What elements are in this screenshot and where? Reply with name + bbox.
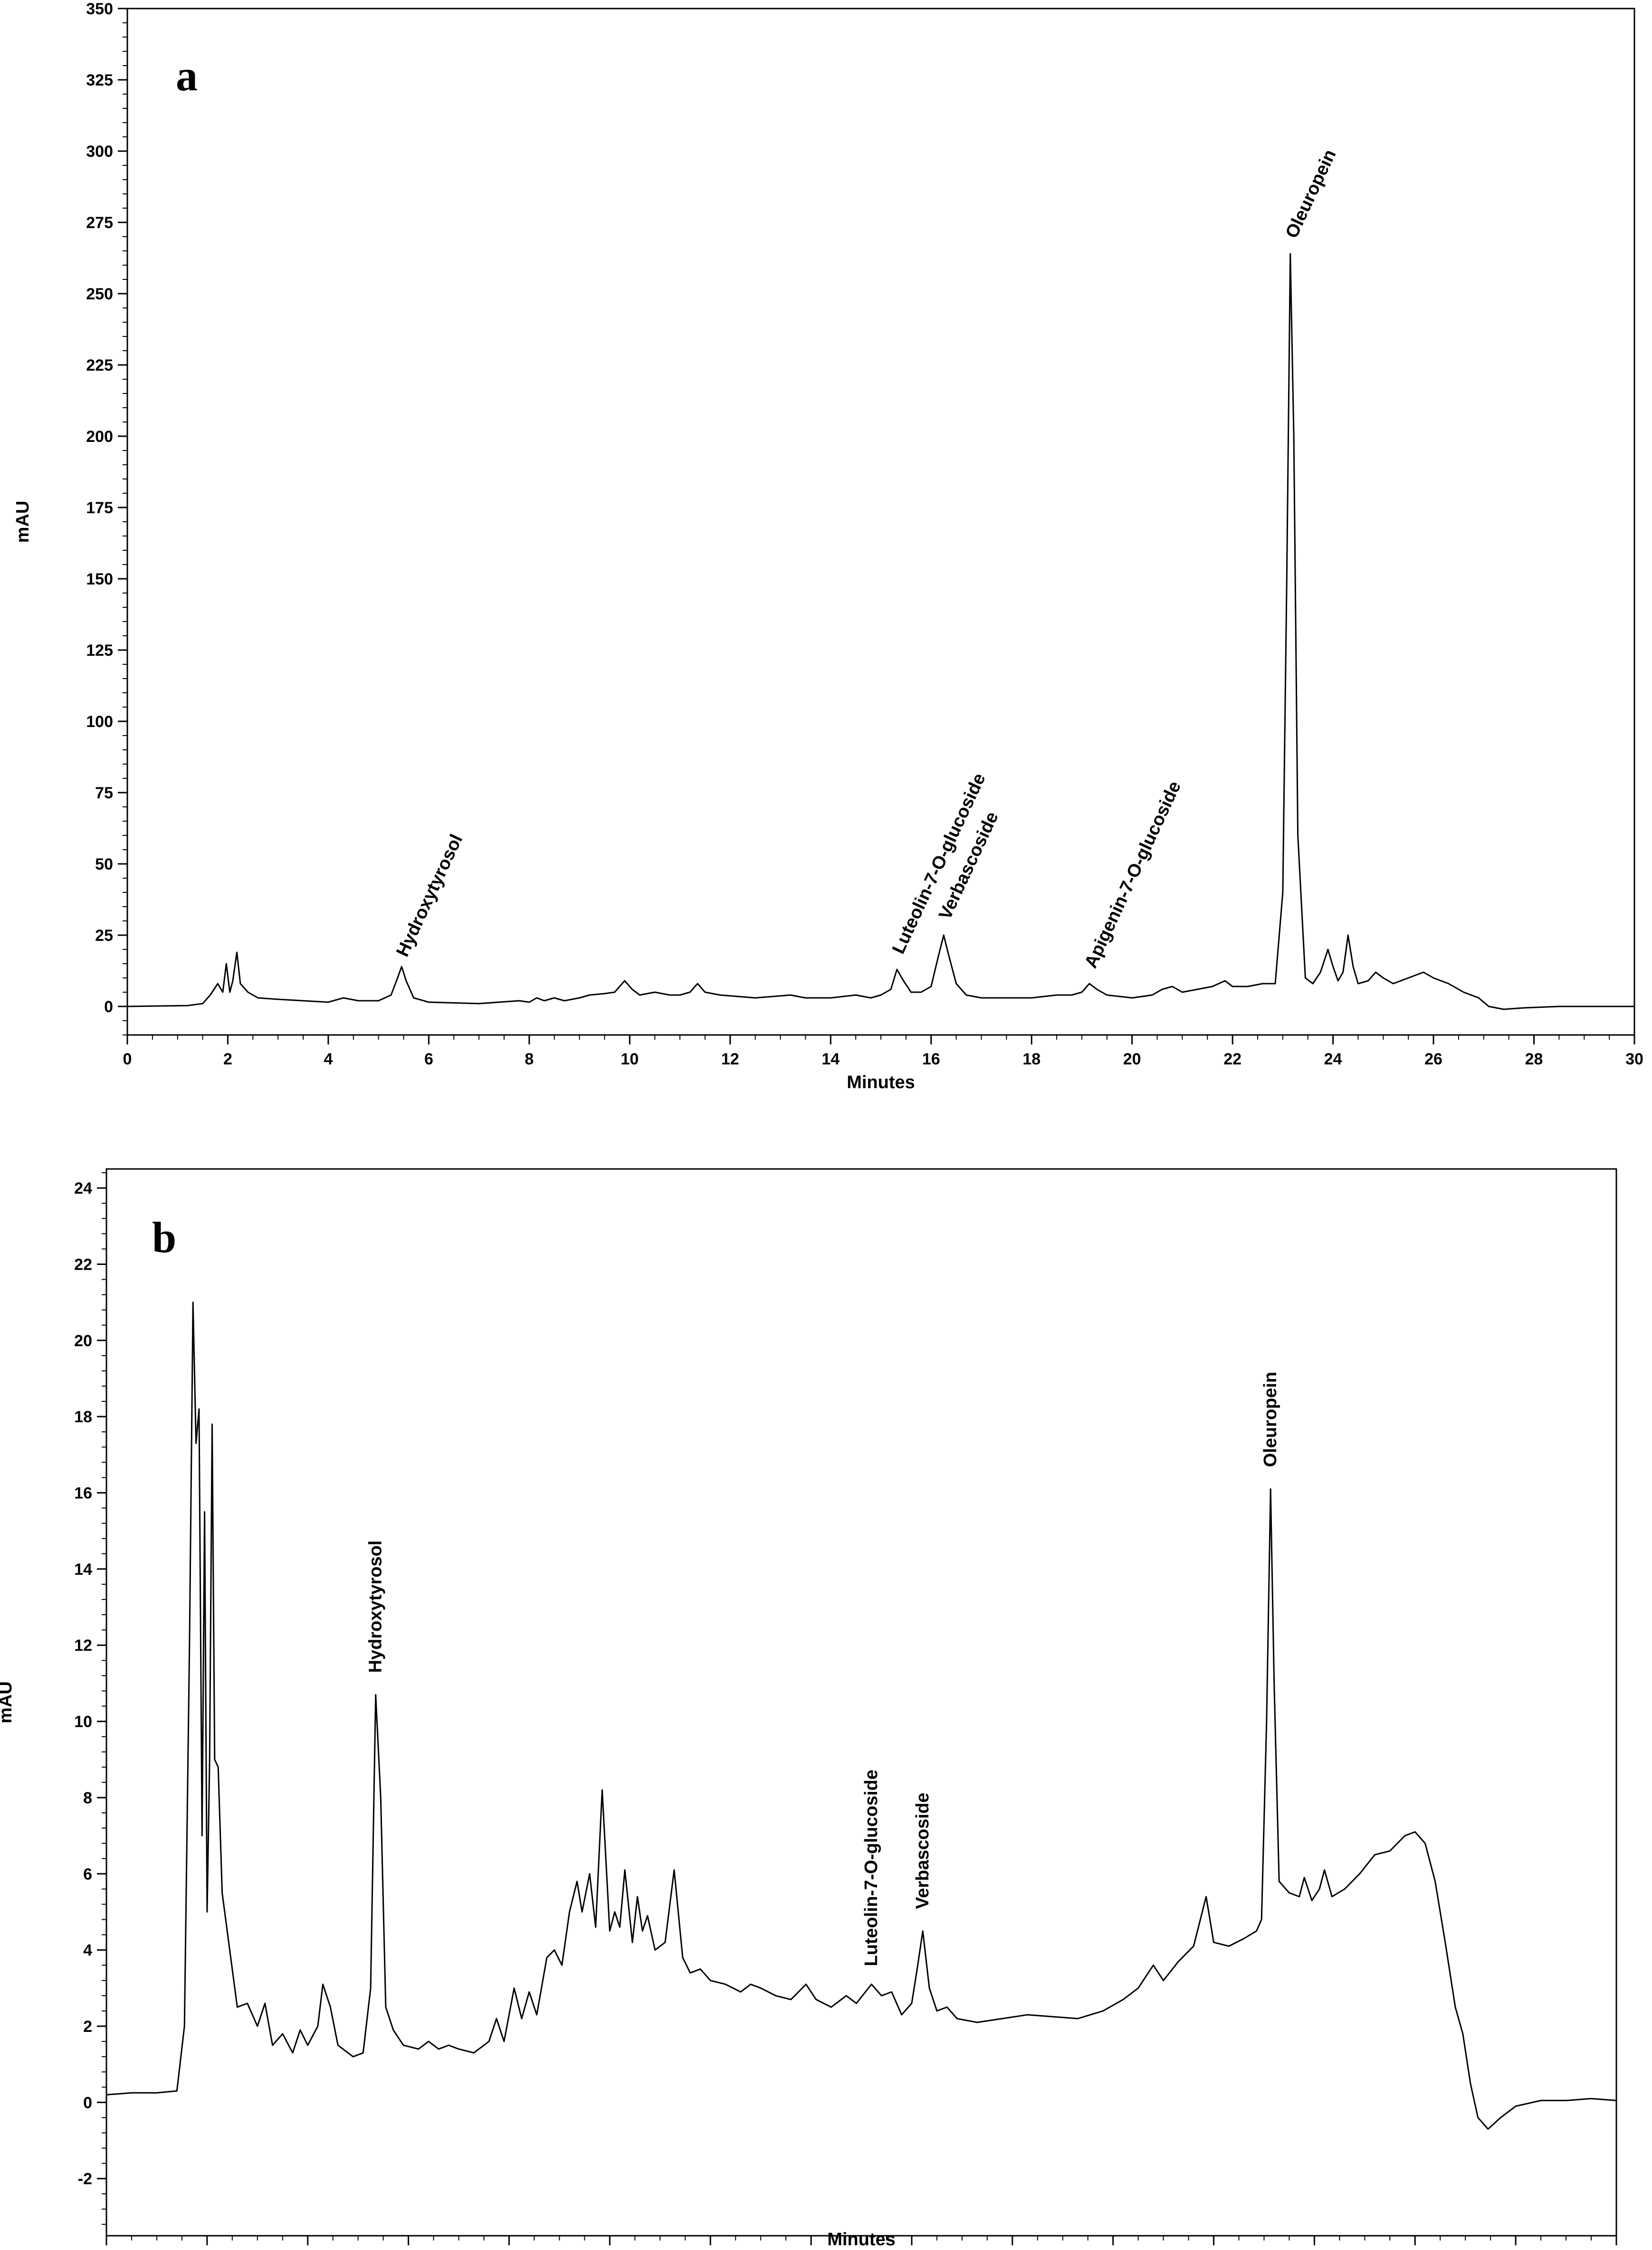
peak-label: Oleuropein (1260, 1372, 1280, 1467)
peak-label: Hydroxytyrosol (366, 1541, 386, 1673)
x-tick-label: 24 (1324, 1050, 1342, 1068)
y-tick-label: 0 (104, 998, 113, 1016)
y-tick-label: 25 (95, 927, 113, 945)
y-tick-label: 200 (86, 428, 113, 446)
y-tick-label: 14 (74, 1561, 92, 1579)
y-tick-label: 18 (74, 1408, 92, 1426)
panel-a-chart: 0 2 4 6 8 10 12 14 16 18 20 22 24 26 28 300255075100125… (13, 0, 1643, 1092)
y-tick-label: 6 (83, 1865, 92, 1883)
y-tick-label: 50 (95, 855, 113, 873)
x-tick-label: 30 (1625, 1050, 1643, 1068)
y-tick-label: 350 (86, 0, 113, 18)
y-tick-label: 250 (86, 285, 113, 303)
y-tick-label: 225 (86, 356, 113, 374)
y-tick-label: 10 (74, 1713, 92, 1731)
y-tick-label: -2 (78, 2170, 92, 2188)
x-tick-label: 4 (324, 1050, 333, 1068)
x-tick-label: 2 (223, 1050, 232, 1068)
y-tick-label: 22 (74, 1255, 92, 1273)
y-axis-label: mAU (0, 1681, 16, 1723)
peak-label: Verbascoside (913, 1792, 933, 1909)
y-tick-label: 75 (95, 784, 113, 802)
plot-frame (126, 8, 1635, 1036)
peak-label: Luteolin-7-O-glucoside (861, 1770, 881, 1966)
y-tick-label: 2 (83, 2018, 92, 2036)
y-tick-label: 100 (86, 713, 113, 731)
plot-frame (105, 1168, 1617, 2237)
x-axis-label: Minutes (827, 2230, 896, 2250)
peak-label: Oleuropein (1282, 146, 1340, 241)
x-tick-label: 0 (123, 1050, 132, 1068)
x-tick-label: 8 (525, 1050, 534, 1068)
x-tick-label: 6 (424, 1050, 433, 1068)
panel-label: b (152, 1213, 176, 1262)
y-axis-label: mAU (13, 501, 33, 543)
y-tick-label: 8 (83, 1789, 92, 1807)
y-tick-label: 4 (83, 1942, 92, 1960)
x-tick-label: 18 (1022, 1050, 1041, 1068)
panel-label: a (176, 51, 198, 100)
peak-label: Hydroxytyrosol (392, 831, 467, 959)
y-tick-label: 275 (86, 214, 113, 232)
y-tick-label: 325 (86, 71, 113, 89)
y-tick-label: 125 (86, 641, 113, 660)
peak-label: Apigenin-7-O-glucoside (1081, 778, 1185, 971)
panel-b-chart: 024681012141618202224262830-202468101214… (0, 1168, 1617, 2250)
x-axis-label: Minutes (847, 1072, 915, 1092)
x-tick-label: 28 (1525, 1050, 1543, 1068)
y-tick-label: 300 (86, 143, 113, 161)
x-tick-label: 22 (1223, 1050, 1241, 1068)
y-tick-label: 12 (74, 1637, 92, 1655)
y-tick-label: 175 (86, 499, 113, 517)
x-tick-label: 14 (821, 1050, 840, 1068)
x-tick-label: 10 (621, 1050, 639, 1068)
y-tick-label: 20 (74, 1332, 92, 1350)
y-tick-label: 16 (74, 1484, 92, 1503)
y-tick-label: 24 (74, 1179, 92, 1197)
chromatogram-trace (127, 253, 1634, 1010)
x-tick-label: 16 (922, 1050, 940, 1068)
x-tick-label: 20 (1123, 1050, 1141, 1068)
x-tick-label: 12 (721, 1050, 739, 1068)
chromatogram-trace (106, 1302, 1617, 2130)
x-tick-label: 26 (1424, 1050, 1442, 1068)
y-tick-label: 0 (83, 2094, 92, 2112)
y-tick-label: 150 (86, 570, 113, 588)
